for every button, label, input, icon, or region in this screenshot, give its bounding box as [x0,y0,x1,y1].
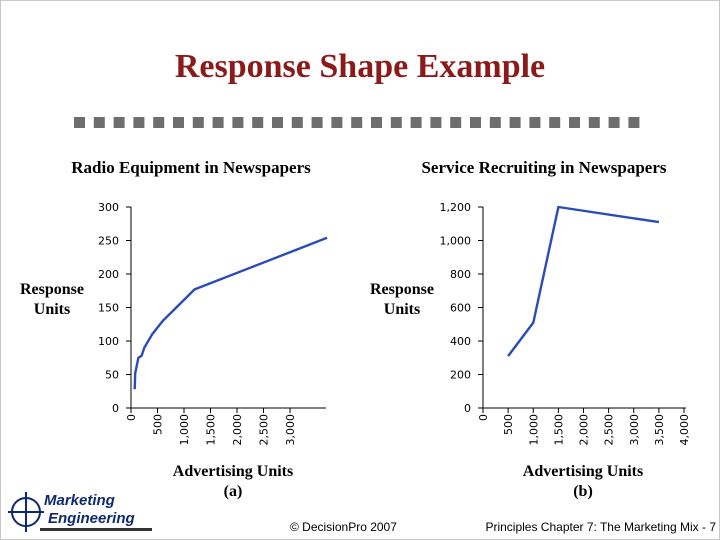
footer-slide-ref: Principles Chapter 7: The Marketing Mix … [485,520,716,534]
chart-a-y-tick-label: 250 [98,235,119,248]
chart-a-xlabel: Advertising Units (a) [150,462,316,502]
divider-square [93,117,105,128]
chart-b-x-tick-label: 1,000 [527,414,540,446]
chart-b-x-tick-label: 2,000 [578,414,591,446]
logo-text-engineering: Engineering [48,510,135,527]
chart-a-xlabel-sub: (a) [223,483,243,500]
divider-square [311,117,323,128]
divider-square [410,117,422,128]
divider-square [390,117,402,128]
chart-b-xlabel-sub: (b) [573,483,593,500]
divider-square [608,117,620,128]
title-divider [74,117,640,128]
chart-b-xlabel: Advertising Units (b) [500,462,666,502]
divider-square [133,117,145,128]
divider-square [232,117,244,128]
chart-b-x-tick-label: 3,000 [628,414,641,446]
divider-square [450,117,462,128]
chart-b-x-tick-label: 3,500 [653,414,666,446]
divider-square [509,117,521,128]
chart-a-x-tick-label: 1,500 [205,414,218,446]
divider-square [252,117,264,128]
divider-square [470,117,481,128]
divider-square [291,117,303,128]
chart-a-x-tick-label: 3,000 [284,414,297,446]
chart-a-x-tick-label: 2,500 [258,414,271,446]
chart-b-y-tick-label: 1,000 [440,235,472,248]
divider-square [272,117,283,128]
logo-text-marketing: Marketing [44,492,115,509]
divider-square [569,117,580,128]
chart-a-y-tick-label: 150 [98,302,119,315]
chart-b-y-tick-label: 400 [450,335,471,348]
divider-square [331,117,343,128]
chart-a-xlabel-text: Advertising Units [172,463,294,480]
chart-b-ylabel: Response Units [369,281,434,318]
chart-a-y-tick-label: 300 [98,201,119,214]
divider-square [371,117,382,128]
chart-a-y-tick-label: 0 [112,402,119,415]
chart-b-x-tick-label: 0 [477,414,490,421]
logo-underline [40,528,152,531]
chart-a-title: Radio Equipment in Newspapers [71,158,311,177]
chart-b-series-line [507,205,660,357]
divider-square [430,117,442,128]
chart-a-ylabel: Response Units [19,281,84,318]
chart-b-y-tick-label: 800 [450,268,471,281]
divider-square [113,117,125,128]
chart-b-x-tick-label: 1,500 [552,414,565,446]
chart-a-x-tick-label: 0 [125,414,138,421]
chart-a-y-tick-label: 200 [98,268,119,281]
divider-square [628,117,640,128]
chart-b-y-tick-label: 600 [450,302,471,315]
chart-b-title: Service Recruiting in Newspapers [421,158,667,177]
chart-a-x-tick-label: 2,000 [231,414,244,446]
chart-a-x-tick-label: 500 [152,414,165,435]
divider-square [351,117,363,128]
divider-square [74,117,85,128]
divider-square [153,117,165,128]
crosshair-logo-icon [8,492,44,532]
chart-b-y-tick-label: 200 [450,369,471,382]
chart-b-y-tick-label: 1,200 [440,201,472,214]
chart-b-x-tick-label: 2,500 [603,414,616,446]
divider-square [529,117,541,128]
chart-a-y-tick-label: 50 [105,369,119,382]
chart-b-y-tick-label: 0 [464,402,471,415]
divider-square [588,117,600,128]
chart-b-x-tick-label: 4,000 [678,414,691,446]
slide-title: Response Shape Example [174,48,546,85]
logo: Marketing Engineering [8,490,156,534]
chart-b-x-tick-label: 500 [502,414,515,435]
divider-square [549,117,561,128]
chart-b-xlabel-text: Advertising Units [522,463,644,480]
copyright-text: © DecisionPro 2007 [290,520,397,534]
divider-square [173,117,184,128]
chart-a-x-tick-label: 1,000 [178,414,191,446]
chart-a-series-line [133,236,328,390]
divider-square [192,117,204,128]
chart-a-y-tick-label: 100 [98,335,119,348]
divider-square [212,117,224,128]
divider-square [489,117,501,128]
